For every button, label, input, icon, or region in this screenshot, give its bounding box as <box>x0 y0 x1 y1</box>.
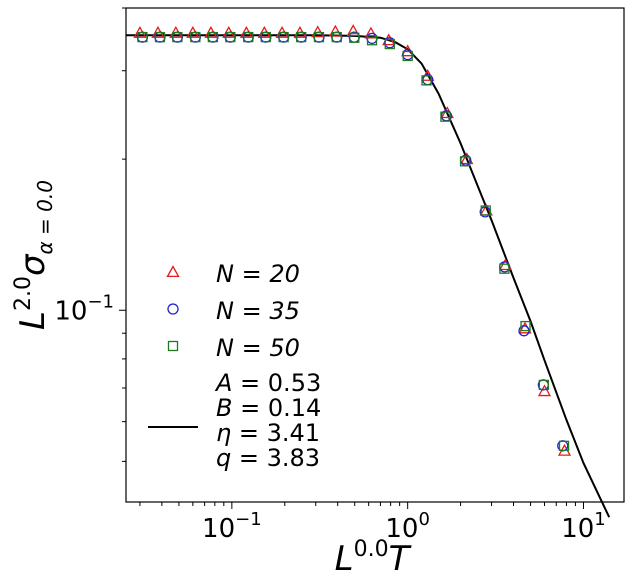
data-point <box>402 50 413 62</box>
axis-ticks: 10−1 100 101 10−1 <box>54 7 606 544</box>
data-point <box>349 32 360 43</box>
data-point <box>558 440 570 451</box>
data-point <box>440 111 451 122</box>
data-point <box>331 31 342 43</box>
x-axis-label-base: L <box>335 539 354 579</box>
data-point <box>328 24 342 37</box>
data-point <box>537 384 552 397</box>
y-axis-label: L2.0σα = 0.0 <box>11 180 57 330</box>
data-point <box>190 31 201 43</box>
legend-fit-param: B = 0.14 <box>216 394 321 422</box>
data-point <box>480 205 491 216</box>
legend-fit-param: A = 0.53 <box>214 369 321 397</box>
data-point <box>137 31 148 43</box>
data-point <box>243 31 254 43</box>
data-point <box>296 31 307 43</box>
data-point <box>172 31 183 43</box>
data-point <box>331 31 343 43</box>
data-point <box>364 26 378 39</box>
data-point <box>313 31 325 43</box>
series-circle <box>136 31 569 452</box>
y-axis-label-base: L <box>13 311 53 330</box>
y-axis-label-sub: α = 0.0 <box>33 180 57 254</box>
data-point <box>346 24 360 37</box>
fit-line <box>126 34 611 518</box>
x-axis-label-sup: 0.0 <box>354 537 389 562</box>
fit-curve-layer <box>126 34 611 518</box>
series-square <box>137 31 570 451</box>
data-point <box>499 263 510 274</box>
data-point <box>366 35 378 46</box>
x-tick-label: 10−1 <box>202 509 262 544</box>
data-point <box>225 31 236 43</box>
legend-marker-circle <box>167 303 179 315</box>
legend-label: N = 20 <box>216 260 300 288</box>
y-axis-label-sup: 2.0 <box>11 276 36 311</box>
legend-marker-square <box>167 340 179 352</box>
x-tick-label: 101 <box>561 509 606 544</box>
data-point <box>260 31 271 43</box>
plot-frame <box>125 7 625 503</box>
data-point <box>154 31 166 43</box>
legend-fit-param: η = 3.41 <box>216 419 320 447</box>
data-point <box>311 25 325 38</box>
x-axis-label: L0.0T <box>335 537 412 579</box>
data-point <box>278 31 289 43</box>
data-point <box>207 31 219 43</box>
data-point <box>459 156 471 167</box>
legend-label: N = 35 <box>216 297 300 325</box>
data-points <box>133 24 572 456</box>
x-axis-label-tail: T <box>389 539 412 579</box>
legend-label: N = 50 <box>216 334 300 362</box>
legend: N = 20 N = 35 N = 50 A = 0.53B = 0.14η = 3.… <box>148 260 321 472</box>
data-point <box>538 379 549 391</box>
y-axis-label-sigma: σ <box>13 253 53 276</box>
data-point <box>384 38 395 50</box>
data-point <box>421 75 432 86</box>
legend-marker-triangle <box>166 265 180 278</box>
series-triangle <box>133 24 572 456</box>
legend-fit-param: q = 3.83 <box>216 444 320 472</box>
y-tick-label: 10−1 <box>54 291 114 326</box>
data-point <box>520 320 531 332</box>
x-tick-label: 100 <box>385 509 430 544</box>
